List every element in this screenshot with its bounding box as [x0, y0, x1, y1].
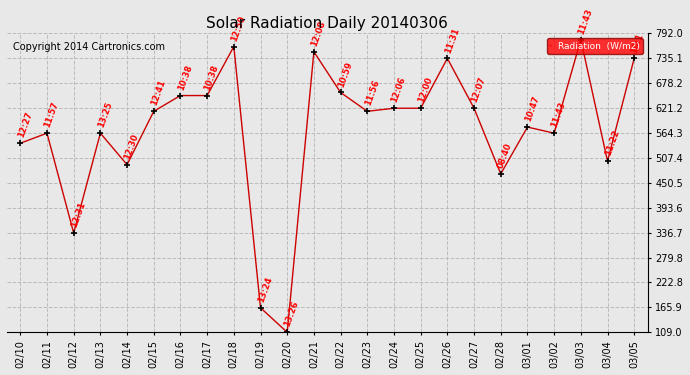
- Text: 10:38: 10:38: [203, 63, 220, 92]
- Text: 11:56: 11:56: [363, 79, 381, 107]
- Text: 10:59: 10:59: [336, 60, 354, 88]
- Text: 12:41: 12:41: [150, 79, 167, 107]
- Text: 10:1: 10:1: [630, 32, 646, 54]
- Text: 11:57: 11:57: [43, 101, 60, 129]
- Title: Solar Radiation Daily 20140306: Solar Radiation Daily 20140306: [206, 16, 448, 31]
- Text: 08:40: 08:40: [496, 142, 514, 170]
- Text: 12:00: 12:00: [416, 76, 434, 104]
- Text: 13:26: 13:26: [283, 300, 301, 328]
- Text: 12:31: 12:31: [70, 201, 87, 229]
- Text: 12:08: 12:08: [310, 20, 327, 48]
- Text: 13:25: 13:25: [96, 101, 114, 129]
- Text: 12:30: 12:30: [123, 132, 140, 160]
- Text: 12:07: 12:07: [470, 76, 487, 104]
- Text: 12:50: 12:50: [230, 14, 247, 42]
- Text: Copyright 2014 Cartronics.com: Copyright 2014 Cartronics.com: [13, 42, 166, 52]
- Text: 12:06: 12:06: [390, 76, 407, 104]
- Text: 10:38: 10:38: [176, 63, 194, 92]
- Text: 11:31: 11:31: [443, 26, 461, 54]
- Text: 10:47: 10:47: [523, 95, 541, 123]
- Text: 13:24: 13:24: [256, 275, 274, 304]
- Text: 11:43: 11:43: [577, 7, 594, 35]
- Text: 11:22: 11:22: [603, 129, 621, 157]
- Text: 11:43: 11:43: [550, 101, 567, 129]
- Legend: Radiation  (W/m2): Radiation (W/m2): [546, 38, 643, 54]
- Text: 12:27: 12:27: [16, 111, 34, 139]
